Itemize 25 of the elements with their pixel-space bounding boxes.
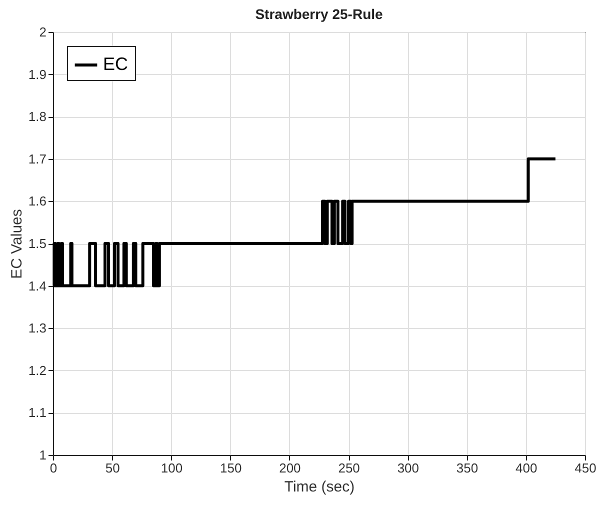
- y-tick-label: 1.6: [28, 194, 46, 209]
- y-tick-label: 1: [39, 448, 46, 462]
- x-tick-label: 0: [50, 460, 58, 476]
- y-tick-label: 1.2: [28, 362, 46, 378]
- x-tick-label: 50: [105, 460, 120, 476]
- x-tick-label: 100: [160, 460, 183, 476]
- y-tick-label: 1.9: [28, 66, 46, 82]
- y-tick-label: 1.4: [28, 278, 46, 294]
- chart-title: Strawberry 25-Rule: [255, 6, 384, 22]
- y-tick-label: 1.7: [28, 151, 46, 166]
- x-axis-title: Time (sec): [284, 478, 355, 496]
- y-tick-label: 1.5: [28, 236, 46, 251]
- x-tick-label: 300: [397, 460, 420, 476]
- x-tick-label: 150: [220, 460, 242, 476]
- x-tick-label: 250: [338, 460, 360, 476]
- x-tick-label: 350: [456, 460, 478, 476]
- legend-label: EC: [103, 54, 128, 74]
- x-tick-label: 400: [516, 460, 538, 476]
- x-tick-label: 200: [279, 460, 301, 476]
- y-axis-title: EC Values: [8, 209, 26, 279]
- y-tick-label: 2: [39, 24, 46, 40]
- y-tick-label: 1.8: [28, 109, 46, 124]
- x-tick-label: 450: [574, 460, 596, 476]
- y-tick-label: 1.1: [28, 405, 46, 420]
- y-tick-label: 1.3: [28, 320, 46, 336]
